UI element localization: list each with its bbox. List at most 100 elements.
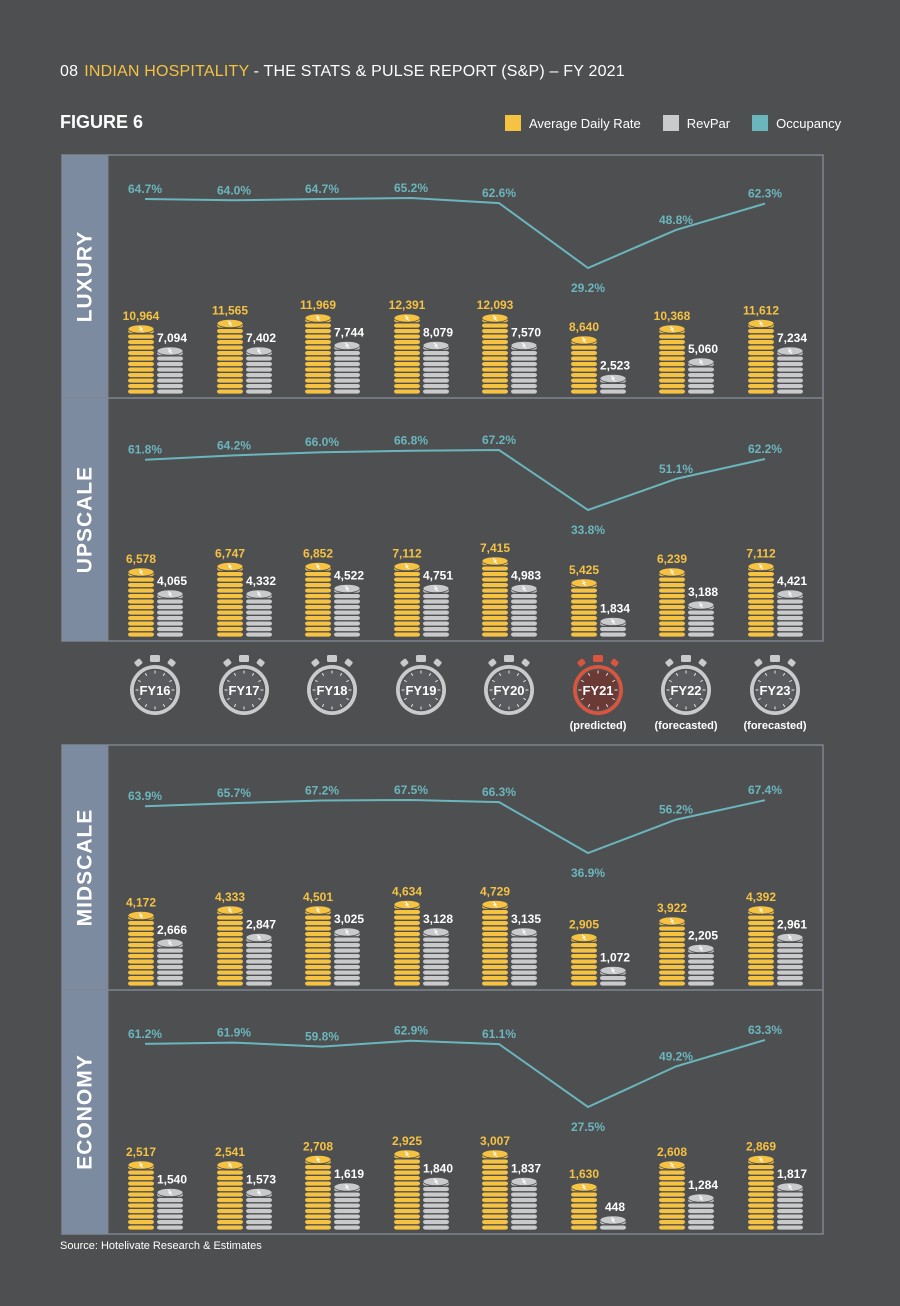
occupancy-label-midscale-fy21: 36.9% bbox=[571, 866, 605, 880]
revpar-stack-luxury-fy17 bbox=[245, 346, 273, 394]
adr-stack-luxury-fy22 bbox=[658, 324, 686, 394]
occupancy-label-midscale-fy23: 67.4% bbox=[748, 783, 782, 797]
revpar-label-upscale-fy18: 4,522 bbox=[334, 569, 364, 583]
occupancy-label-upscale-fy20: 67.2% bbox=[482, 433, 516, 447]
stopwatch-icon-fy22 bbox=[661, 655, 711, 715]
occupancy-label-economy-fy20: 61.1% bbox=[482, 1027, 516, 1041]
revpar-stack-luxury-fy21 bbox=[599, 373, 627, 394]
occupancy-label-upscale-fy19: 66.8% bbox=[394, 434, 428, 448]
revpar-label-economy-fy20: 1,837 bbox=[511, 1162, 541, 1176]
revpar-label-luxury-fy18: 7,744 bbox=[334, 326, 364, 340]
revpar-label-midscale-fy18: 3,025 bbox=[334, 912, 364, 926]
adr-stack-luxury-fy16 bbox=[127, 324, 155, 394]
adr-label-luxury-fy22: 10,368 bbox=[654, 309, 691, 323]
occupancy-label-midscale-fy19: 67.5% bbox=[394, 783, 428, 797]
adr-stack-midscale-fy18 bbox=[304, 905, 332, 986]
segment-band-economy bbox=[62, 990, 108, 1234]
occupancy-label-upscale-fy18: 66.0% bbox=[305, 435, 339, 449]
adr-stack-upscale-fy19 bbox=[393, 561, 421, 637]
adr-stack-luxury-fy18 bbox=[304, 313, 332, 394]
revpar-stack-upscale-fy17 bbox=[245, 589, 273, 637]
legend-label-adr: Average Daily Rate bbox=[529, 115, 641, 131]
stopwatch-icon-fy19 bbox=[396, 655, 446, 715]
adr-label-upscale-fy21: 5,425 bbox=[569, 563, 599, 577]
revpar-label-economy-fy19: 1,840 bbox=[423, 1162, 453, 1176]
stopwatch-icon-fy17 bbox=[219, 655, 269, 715]
source-note: Source: Hotelivate Research & Estimates bbox=[60, 1240, 262, 1252]
revpar-label-upscale-fy23: 4,421 bbox=[777, 574, 807, 588]
adr-label-upscale-fy22: 6,239 bbox=[657, 552, 687, 566]
occupancy-label-luxury-fy20: 62.6% bbox=[482, 186, 516, 200]
timeline-year-fy18: FY18 bbox=[316, 683, 347, 698]
revpar-label-economy-fy17: 1,573 bbox=[246, 1173, 276, 1187]
revpar-stack-economy-fy16 bbox=[156, 1187, 184, 1230]
occupancy-label-economy-fy17: 61.9% bbox=[217, 1026, 251, 1040]
adr-stack-economy-fy17 bbox=[216, 1160, 244, 1230]
revpar-label-upscale-fy21: 1,834 bbox=[600, 602, 630, 616]
segment-band-upscale bbox=[62, 398, 108, 641]
occupancy-label-upscale-fy22: 51.1% bbox=[659, 462, 693, 476]
segment-label-midscale: MIDSCALE bbox=[74, 809, 97, 927]
legend-item-occupancy: Occupancy bbox=[752, 115, 841, 131]
revpar-label-economy-fy23: 1,817 bbox=[777, 1167, 807, 1181]
revpar-stack-midscale-fy20 bbox=[510, 927, 538, 986]
revpar-stack-economy-fy19 bbox=[422, 1176, 450, 1230]
occupancy-label-midscale-fy17: 65.7% bbox=[217, 786, 251, 800]
adr-label-luxury-fy16: 10,964 bbox=[123, 309, 160, 323]
adr-stack-midscale-fy22 bbox=[658, 916, 686, 986]
occupancy-line-economy bbox=[144, 1039, 766, 1109]
segment-label-luxury: LUXURY bbox=[74, 231, 97, 323]
adr-label-midscale-fy20: 4,729 bbox=[480, 885, 510, 899]
occupancy-label-luxury-fy23: 62.3% bbox=[748, 187, 782, 201]
adr-stack-economy-fy16 bbox=[127, 1160, 155, 1230]
revpar-label-midscale-fy19: 3,128 bbox=[423, 912, 453, 926]
occupancy-label-luxury-fy17: 64.0% bbox=[217, 183, 251, 197]
revpar-label-luxury-fy17: 7,402 bbox=[246, 331, 276, 345]
segment-band-midscale bbox=[62, 745, 108, 990]
adr-label-upscale-fy23: 7,112 bbox=[746, 547, 776, 561]
stopwatch-icon-fy20 bbox=[484, 655, 534, 715]
adr-stack-midscale-fy17 bbox=[216, 905, 244, 986]
revpar-stack-upscale-fy21 bbox=[599, 616, 627, 637]
adr-stack-upscale-fy21 bbox=[570, 578, 598, 637]
occupancy-label-midscale-fy20: 66.3% bbox=[482, 785, 516, 799]
adr-label-luxury-fy21: 8,640 bbox=[569, 320, 599, 334]
revpar-label-midscale-fy17: 2,847 bbox=[246, 918, 276, 932]
revpar-stack-midscale-fy23 bbox=[776, 932, 804, 986]
adr-stack-luxury-fy21 bbox=[570, 335, 598, 394]
adr-stack-midscale-fy21 bbox=[570, 932, 598, 986]
adr-label-upscale-fy18: 6,852 bbox=[303, 547, 333, 561]
adr-stack-upscale-fy22 bbox=[658, 567, 686, 637]
adr-stack-economy-fy23 bbox=[747, 1154, 775, 1230]
legend-item-revpar: RevPar bbox=[662, 115, 731, 131]
adr-label-upscale-fy16: 6,578 bbox=[126, 552, 156, 566]
revpar-stack-midscale-fy19 bbox=[422, 927, 450, 986]
page-number: 08 bbox=[60, 63, 79, 80]
adr-label-luxury-fy20: 12,093 bbox=[477, 298, 514, 312]
occupancy-label-luxury-fy18: 64.7% bbox=[305, 182, 339, 196]
adr-label-luxury-fy23: 11,612 bbox=[743, 304, 779, 318]
revpar-stack-economy-fy20 bbox=[510, 1176, 538, 1230]
header-highlight: INDIAN HOSPITALITY bbox=[84, 63, 250, 80]
adr-stack-luxury-fy23 bbox=[747, 318, 775, 394]
adr-label-midscale-fy21: 2,905 bbox=[569, 918, 599, 932]
segment-band-luxury bbox=[62, 155, 108, 398]
adr-label-economy-fy20: 3,007 bbox=[480, 1134, 510, 1148]
timeline-year-fy21: FY21 bbox=[582, 683, 613, 698]
timeline-year-fy17: FY17 bbox=[228, 683, 259, 698]
revpar-label-economy-fy21: 448 bbox=[605, 1200, 625, 1214]
stopwatch-icon-fy21 bbox=[573, 655, 623, 715]
revpar-stack-luxury-fy18 bbox=[333, 340, 361, 394]
revpar-stack-midscale-fy17 bbox=[245, 932, 273, 986]
revpar-stack-economy-fy17 bbox=[245, 1187, 273, 1230]
adr-stack-economy-fy21 bbox=[570, 1182, 598, 1230]
occupancy-label-economy-fy19: 62.9% bbox=[394, 1024, 428, 1038]
adr-label-midscale-fy16: 4,172 bbox=[126, 896, 156, 910]
revpar-stack-midscale-fy22 bbox=[687, 943, 715, 986]
occupancy-label-midscale-fy16: 63.9% bbox=[128, 789, 162, 803]
legend-label-revpar: RevPar bbox=[686, 115, 731, 131]
adr-label-midscale-fy22: 3,922 bbox=[657, 901, 687, 915]
revpar-label-luxury-fy20: 7,570 bbox=[511, 326, 541, 340]
revpar-label-midscale-fy21: 1,072 bbox=[600, 951, 630, 965]
adr-label-upscale-fy20: 7,415 bbox=[480, 541, 510, 555]
